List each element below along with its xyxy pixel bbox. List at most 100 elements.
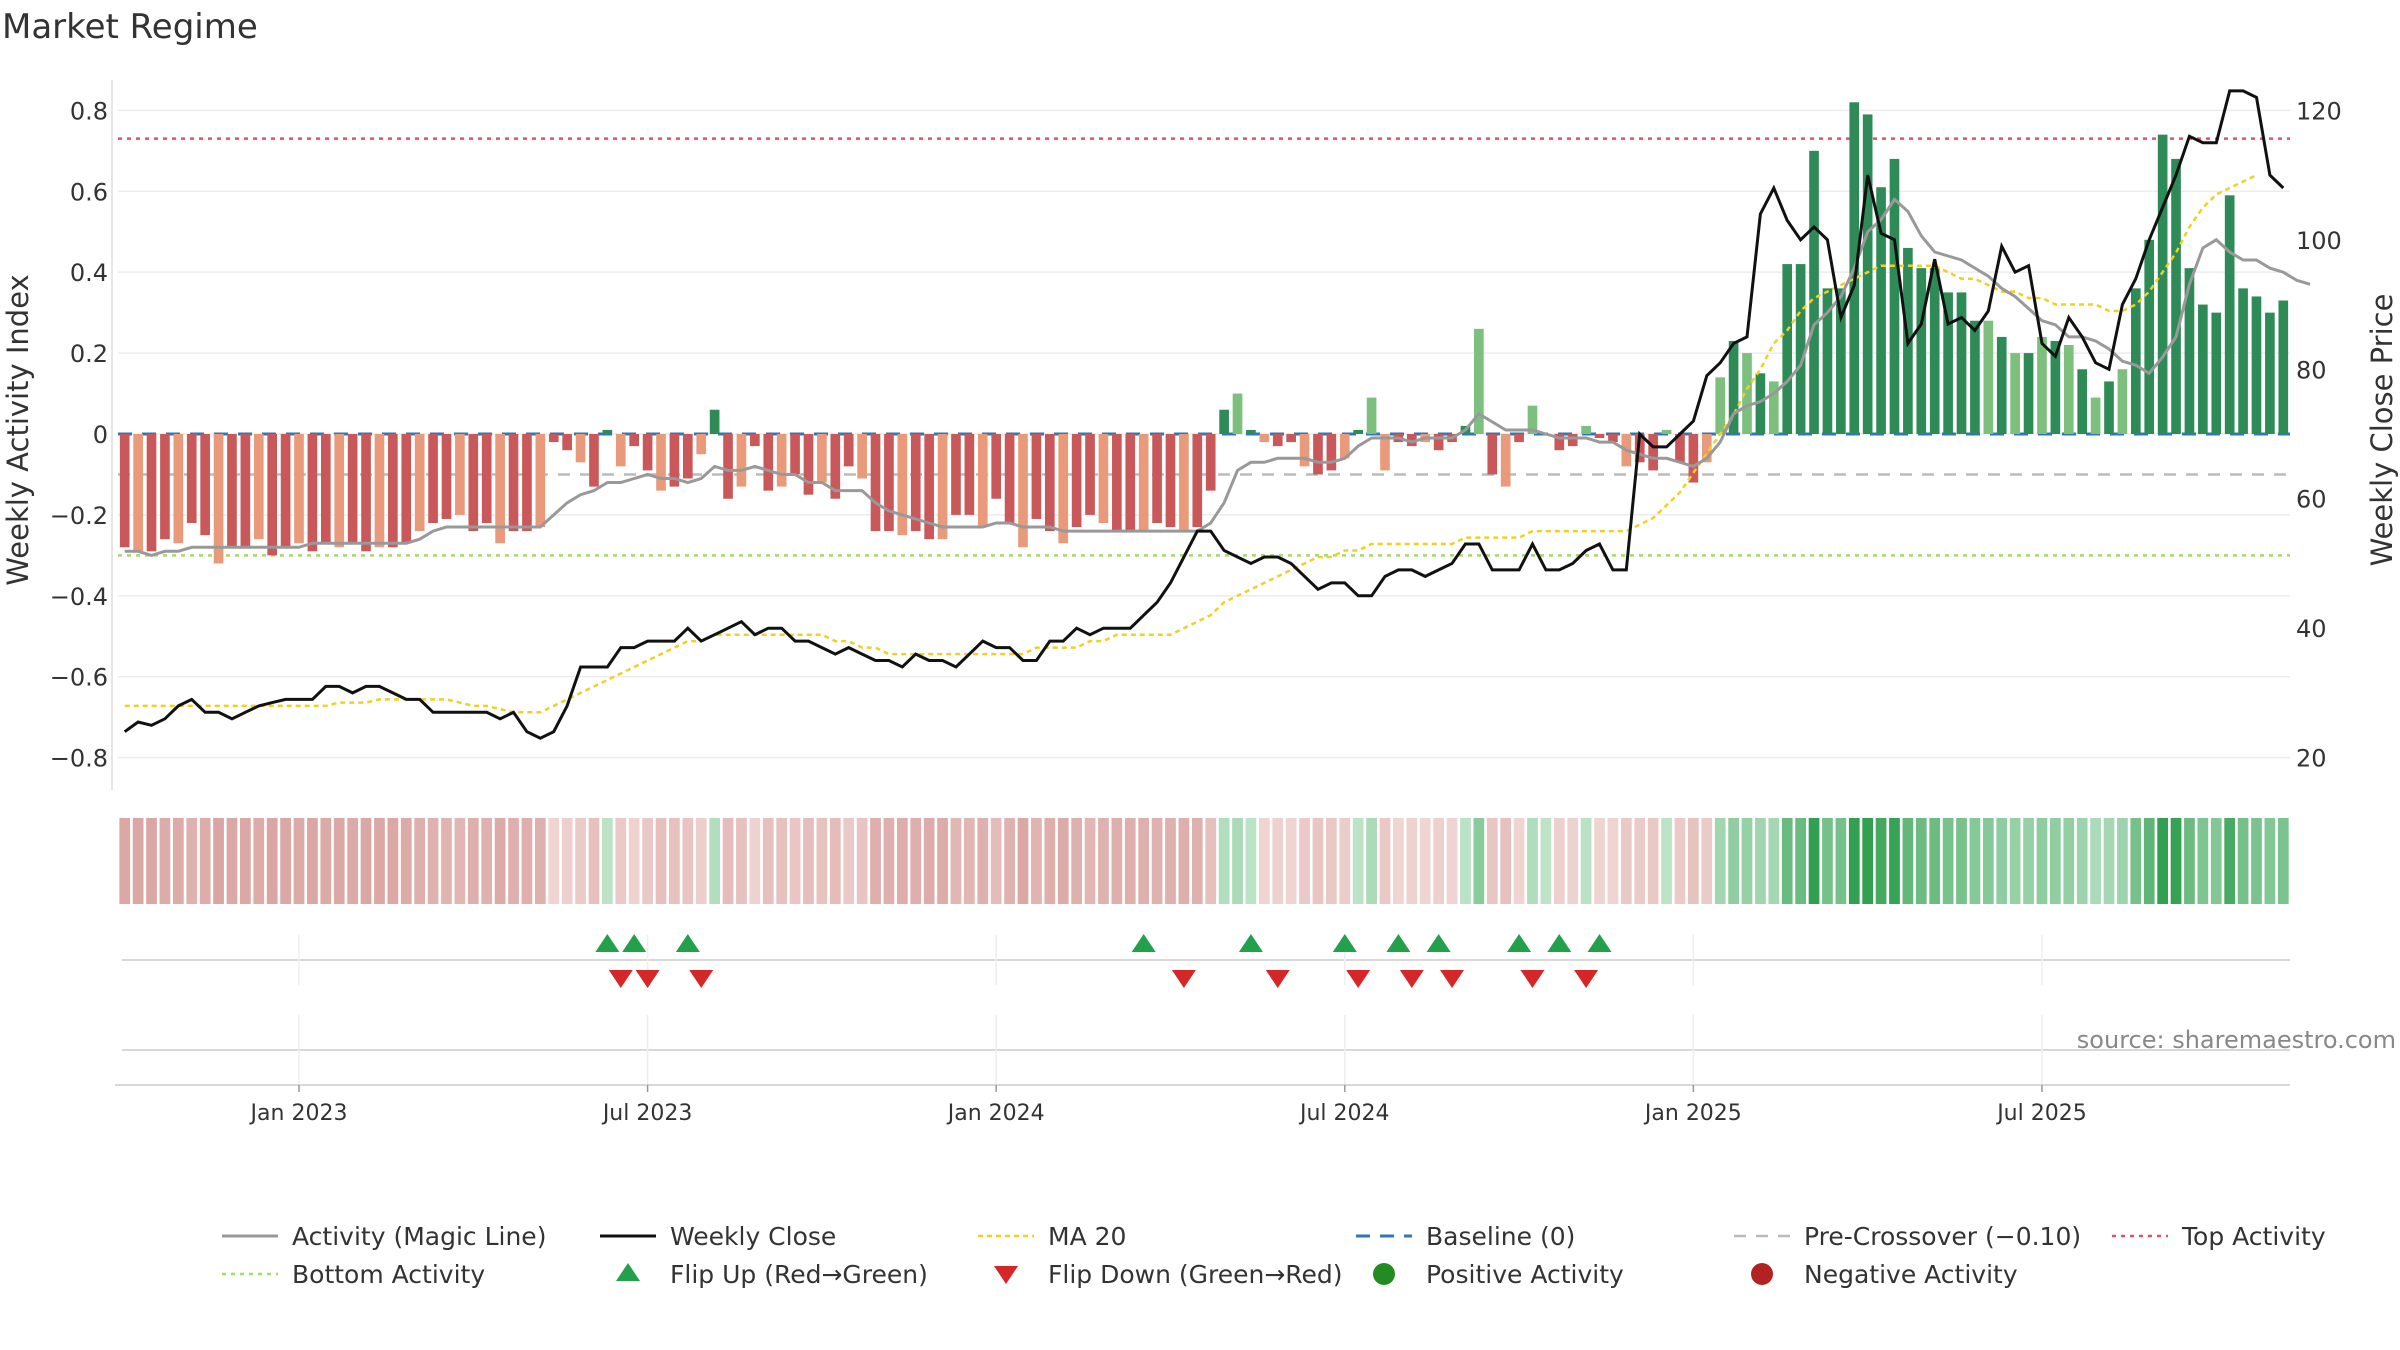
- legend-swatch: [1751, 1263, 1773, 1285]
- activity-bar: [1353, 429, 1364, 434]
- activity-bar: [160, 434, 170, 540]
- activity-bar: [723, 434, 733, 499]
- activity-bar: [763, 434, 774, 491]
- y-tick-label: 0.2: [70, 340, 108, 368]
- activity-bar: [2144, 239, 2155, 434]
- activity-bar: [119, 434, 130, 548]
- activity-bar: [1272, 434, 1283, 447]
- legend-item: Flip Down (Green→Red): [994, 1260, 1343, 1289]
- heat-cell: [883, 818, 895, 904]
- heat-cell: [896, 818, 908, 904]
- heat-cell: [1299, 818, 1310, 904]
- heat-cell: [789, 818, 801, 904]
- heat-cell: [1406, 818, 1418, 904]
- activity-bar: [1299, 434, 1310, 467]
- heat-cell: [1889, 818, 1900, 904]
- activity-bar: [1232, 393, 1243, 434]
- activity-bar: [1138, 434, 1149, 532]
- ma20-line: [124, 173, 2258, 714]
- y-tick-label: 0.8: [70, 97, 108, 125]
- activity-bar: [1152, 434, 1162, 523]
- heat-cell: [2224, 818, 2236, 904]
- heat-cell: [1232, 818, 1243, 904]
- heat-cell: [2157, 818, 2168, 904]
- heat-cell: [816, 818, 828, 904]
- source-note: source: sharemaestro.com: [2077, 1026, 2396, 1054]
- x-tick-label: Jan 2025: [1643, 1101, 1742, 1126]
- activity-bar: [709, 409, 720, 434]
- heat-cell: [1956, 818, 1967, 904]
- activity-bar: [361, 434, 371, 552]
- heat-cell: [1540, 818, 1552, 904]
- activity-bar: [669, 434, 680, 487]
- activity-bar: [1876, 187, 1886, 434]
- heat-cell: [1915, 818, 1927, 904]
- activity-bar: [1004, 434, 1015, 523]
- heat-cell: [467, 818, 479, 904]
- activity-bar: [803, 434, 814, 495]
- y-tick-label: 0.4: [70, 259, 108, 287]
- legend-label: Top Activity: [2181, 1222, 2326, 1251]
- heat-cell: [1352, 818, 1364, 904]
- legend-item: Flip Up (Red→Green): [616, 1260, 928, 1289]
- activity-bar: [1286, 434, 1296, 443]
- activity-bar: [1339, 434, 1350, 459]
- legend-label: Flip Down (Green→Red): [1048, 1260, 1343, 1289]
- activity-bar: [1742, 353, 1752, 434]
- flip-down-marker: [1346, 970, 1371, 988]
- activity-bar: [1594, 434, 1605, 439]
- heat-cell: [508, 818, 519, 904]
- heat-cell: [280, 818, 291, 904]
- flip-down-marker: [1171, 970, 1196, 988]
- heat-cell: [1822, 818, 1833, 904]
- activity-bar: [1996, 336, 2007, 434]
- heat-cell: [374, 818, 385, 904]
- reference-lines: [118, 137, 2290, 557]
- activity-bar: [347, 434, 358, 544]
- heat-cell: [307, 818, 318, 904]
- activity-bar: [1648, 434, 1658, 471]
- activity-bar: [937, 434, 948, 540]
- legend-item: Top Activity: [2112, 1222, 2326, 1251]
- heat-cell: [2184, 818, 2195, 904]
- heat-cell: [387, 818, 399, 904]
- heat-cell: [1942, 818, 1954, 904]
- activity-bar: [535, 434, 546, 528]
- heat-cell: [1312, 818, 1324, 904]
- heat-cell: [2237, 818, 2249, 904]
- activity-bar: [1500, 434, 1511, 487]
- heat-cell: [521, 818, 533, 904]
- heat-cell: [2023, 818, 2034, 904]
- y2-axis-label: Weekly Close Price: [2365, 294, 2399, 567]
- heat-cell: [2143, 818, 2155, 904]
- heat-cell: [1500, 818, 1512, 904]
- y-tick-label: −0.2: [50, 502, 108, 530]
- series-lines: [123, 89, 2311, 740]
- y2-tick-label: 40: [2296, 615, 2327, 643]
- activity-bar: [1795, 264, 1806, 434]
- heat-cell: [2170, 818, 2182, 904]
- heat-cell: [1714, 818, 1726, 904]
- activity-bar: [307, 434, 318, 552]
- legend-item: Baseline (0): [1356, 1222, 1575, 1251]
- activity-bar: [1983, 320, 1994, 434]
- legend-label: Bottom Activity: [292, 1260, 485, 1289]
- heat-cell: [1178, 818, 1190, 904]
- heat-cell: [213, 818, 224, 904]
- activity-bar: [1688, 434, 1699, 483]
- heat-cell: [1379, 818, 1391, 904]
- heat-cell: [1258, 818, 1270, 904]
- activity-bar: [656, 434, 666, 491]
- activity-bar: [1956, 292, 1967, 434]
- heat-cell: [1071, 818, 1082, 904]
- activity-bar: [1929, 268, 1940, 434]
- legend-item: Negative Activity: [1751, 1260, 2018, 1289]
- magic-line: [124, 197, 2311, 557]
- activity-bar: [213, 434, 224, 564]
- y-tick-label: 0: [93, 421, 108, 449]
- activity-bar: [2010, 353, 2020, 434]
- flip-down-marker: [1265, 970, 1290, 988]
- activity-bar: [2171, 158, 2181, 434]
- activity-bar: [2184, 268, 2195, 434]
- activity-bar: [2090, 397, 2101, 434]
